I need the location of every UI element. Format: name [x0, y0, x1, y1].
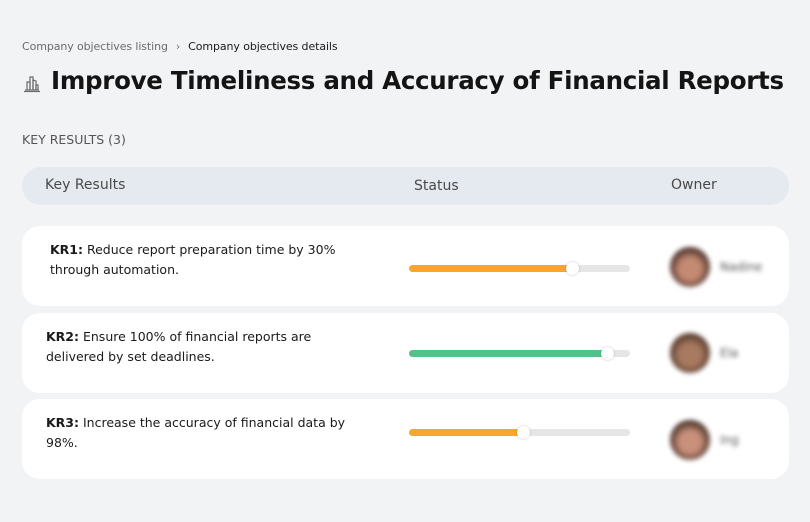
- avatar: [670, 420, 710, 460]
- building-icon: [22, 73, 42, 93]
- owner[interactable]: Ing: [670, 420, 739, 460]
- table-header: Key Results Status Owner: [22, 167, 789, 205]
- breadcrumb: Company objectives listing › Company obj…: [22, 40, 338, 53]
- progress-fill: [409, 265, 573, 272]
- key-result-code: KR1:: [50, 242, 84, 257]
- key-result-text: Increase the accuracy of financial data …: [46, 415, 346, 450]
- owner[interactable]: Nadine: [670, 247, 762, 287]
- progress-bar[interactable]: [409, 347, 630, 360]
- owner-name: Nadine: [720, 260, 763, 274]
- owner[interactable]: Ela: [670, 333, 738, 373]
- column-header-key-results: Key Results: [45, 177, 126, 193]
- key-result-row[interactable]: KR2: Ensure 100% of financial reports ar…: [22, 313, 789, 393]
- progress-bar[interactable]: [409, 262, 630, 275]
- progress-handle[interactable]: [566, 262, 580, 275]
- column-header-owner: Owner: [671, 177, 717, 193]
- key-result-text: Reduce report preparation time by 30% th…: [50, 242, 336, 277]
- owner-name: Ela: [720, 346, 739, 360]
- breadcrumb-link-listing[interactable]: Company objectives listing: [22, 40, 168, 53]
- column-header-status: Status: [414, 178, 459, 194]
- key-result-description: KR3: Increase the accuracy of financial …: [46, 413, 366, 453]
- progress-handle[interactable]: [601, 347, 615, 360]
- breadcrumb-current: Company objectives details: [188, 40, 338, 53]
- avatar: [670, 247, 710, 287]
- objective-header: Improve Timeliness and Accuracy of Finan…: [22, 66, 784, 95]
- progress-fill: [409, 350, 608, 357]
- key-result-row[interactable]: KR3: Increase the accuracy of financial …: [22, 399, 789, 479]
- key-result-description: KR1: Reduce report preparation time by 3…: [50, 240, 370, 280]
- breadcrumb-chevron-icon: ›: [175, 40, 181, 53]
- progress-handle[interactable]: [517, 426, 531, 439]
- key-result-code: KR2:: [46, 329, 80, 344]
- avatar: [670, 333, 710, 373]
- progress-fill: [409, 429, 524, 436]
- key-results-count-label: KEY RESULTS (3): [22, 132, 126, 147]
- key-result-description: KR2: Ensure 100% of financial reports ar…: [46, 327, 366, 367]
- key-result-code: KR3:: [46, 415, 80, 430]
- progress-bar[interactable]: [409, 426, 630, 439]
- page-title: Improve Timeliness and Accuracy of Finan…: [51, 66, 784, 95]
- key-result-row[interactable]: KR1: Reduce report preparation time by 3…: [22, 226, 789, 306]
- key-result-text: Ensure 100% of financial reports are del…: [46, 329, 312, 364]
- owner-name: Ing: [720, 433, 739, 447]
